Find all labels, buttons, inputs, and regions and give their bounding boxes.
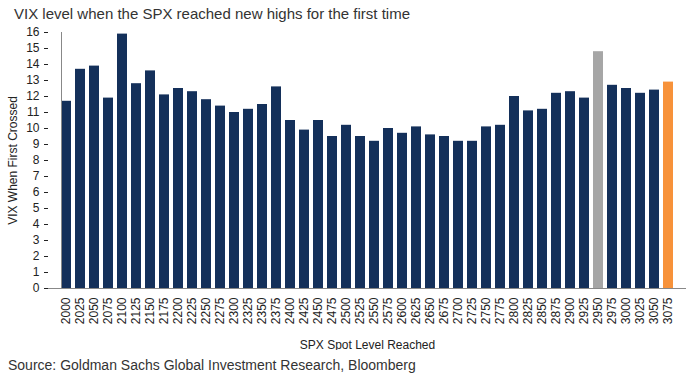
svg-text:2675: 2675 [437, 297, 451, 324]
svg-text:16: 16 [26, 25, 40, 39]
svg-text:2125: 2125 [129, 297, 143, 324]
svg-text:2150: 2150 [143, 297, 157, 324]
svg-text:SPX Spot Level Reached: SPX Spot Level Reached [300, 338, 435, 351]
svg-text:6: 6 [33, 185, 40, 199]
svg-text:VIX When First Crossed: VIX When First Crossed [6, 96, 20, 225]
svg-text:2050: 2050 [87, 297, 101, 324]
svg-text:2000: 2000 [59, 297, 73, 324]
svg-text:2475: 2475 [325, 297, 339, 324]
html-text:VIX level when the SPX reached: VIX level when the SPX reached new highs… [14, 5, 410, 22]
svg-text:1: 1 [33, 265, 40, 279]
svg-text:2425: 2425 [297, 297, 311, 324]
svg-text:2950: 2950 [591, 297, 605, 324]
svg-text:10: 10 [26, 121, 40, 135]
svg-text:2100: 2100 [115, 297, 129, 324]
svg-text:2750: 2750 [479, 297, 493, 324]
svg-text:2225: 2225 [185, 297, 199, 324]
svg-text:2650: 2650 [423, 297, 437, 324]
svg-text:12: 12 [26, 89, 40, 103]
svg-text:2: 2 [33, 249, 40, 263]
svg-text:9: 9 [33, 137, 40, 151]
svg-text:2975: 2975 [605, 297, 619, 324]
svg-text:2525: 2525 [353, 297, 367, 324]
svg-text:0: 0 [33, 281, 40, 295]
svg-text:2450: 2450 [311, 297, 325, 324]
svg-text:2625: 2625 [409, 297, 423, 324]
svg-text:3000: 3000 [619, 297, 633, 324]
svg-text:2025: 2025 [73, 297, 87, 324]
svg-text:3: 3 [33, 233, 40, 247]
svg-text:2275: 2275 [213, 297, 227, 324]
svg-text:4: 4 [33, 217, 40, 231]
svg-text:2550: 2550 [367, 297, 381, 324]
svg-text:7: 7 [33, 169, 40, 183]
svg-text:2300: 2300 [227, 297, 241, 324]
svg-text:2800: 2800 [507, 297, 521, 324]
svg-text:2850: 2850 [535, 297, 549, 324]
svg-text:2925: 2925 [577, 297, 591, 324]
svg-text:3050: 3050 [647, 297, 661, 324]
svg-text:2900: 2900 [563, 297, 577, 324]
svg-text:3025: 3025 [633, 297, 647, 324]
svg-text:2325: 2325 [241, 297, 255, 324]
svg-text:8: 8 [33, 153, 40, 167]
svg-text:2400: 2400 [283, 297, 297, 324]
svg-text:2875: 2875 [549, 297, 563, 324]
svg-text:11: 11 [27, 105, 40, 119]
svg-text:2775: 2775 [493, 297, 507, 324]
html-text:Source: Goldman Sachs Global I: Source: Goldman Sachs Global Investment … [8, 357, 416, 373]
svg-text:2575: 2575 [381, 297, 395, 324]
svg-text:14: 14 [26, 57, 40, 71]
svg-text:13: 13 [26, 73, 40, 87]
svg-text:2350: 2350 [255, 297, 269, 324]
svg-text:2725: 2725 [465, 297, 479, 324]
svg-text:2250: 2250 [199, 297, 213, 324]
svg-text:2075: 2075 [101, 297, 115, 324]
svg-text:5: 5 [33, 201, 40, 215]
svg-text:2825: 2825 [521, 297, 535, 324]
svg-text:3075: 3075 [661, 297, 675, 324]
svg-text:2600: 2600 [395, 297, 409, 324]
svg-text:2700: 2700 [451, 297, 465, 324]
svg-text:2175: 2175 [157, 297, 171, 324]
svg-text:2500: 2500 [339, 297, 353, 324]
svg-text:15: 15 [26, 41, 40, 55]
svg-text:2375: 2375 [269, 297, 283, 324]
svg-text:2200: 2200 [171, 297, 185, 324]
